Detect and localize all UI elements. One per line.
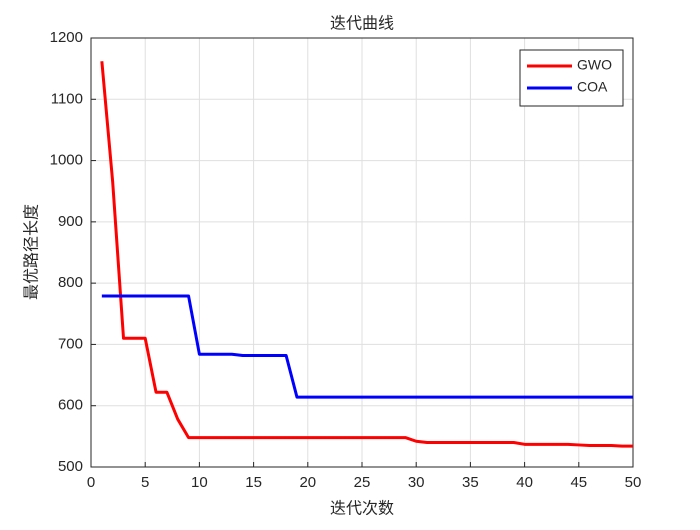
x-tick-label: 10 [191,474,208,491]
series-line [100,61,633,448]
y-tick-label: 1100 [51,90,83,107]
y-tick-label: 1000 [50,152,83,169]
chart-title: 迭代曲线 [330,14,394,33]
y-tick-label: 1200 [50,29,83,46]
y-tick-label: 700 [58,335,83,352]
x-tick-label: 25 [354,474,371,491]
x-tick-label: 40 [516,474,533,491]
y-tick-label: 600 [58,397,83,414]
x-tick-label: 5 [141,474,149,491]
x-tick-label: 0 [87,474,95,491]
x-tick-label: 30 [408,474,425,491]
x-tick-label: 35 [462,474,479,491]
x-tick-label: 15 [245,474,262,491]
x-tick-label: 20 [299,474,316,491]
x-tick-label: 50 [625,474,642,491]
legend-label: GWO [577,57,612,73]
legend-label: COA [577,79,608,95]
x-tick-label: 45 [570,474,587,491]
axes-box [90,37,634,468]
y-tick-label: 500 [58,458,83,475]
series-line [101,294,633,399]
y-tick-label: 900 [58,213,83,230]
y-tick-label: 800 [58,274,83,291]
y-axis-label: 最优路径长度 [22,204,41,300]
x-axis-label: 迭代次数 [330,499,394,518]
legend-box [519,49,624,107]
